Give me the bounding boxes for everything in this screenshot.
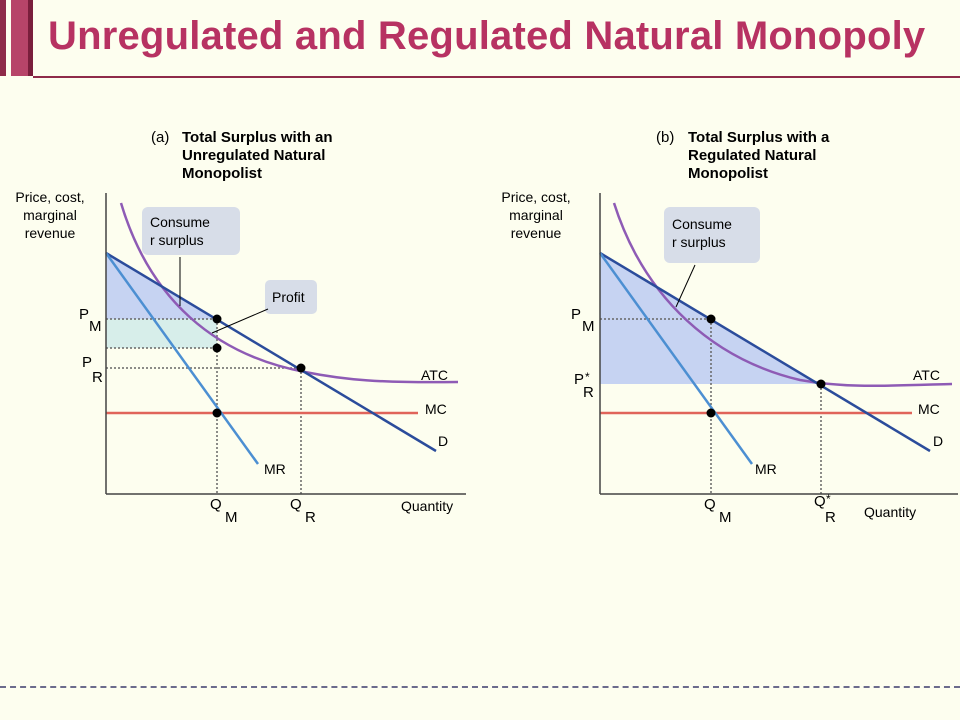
panel-a-atc-curve bbox=[119, 202, 459, 384]
panel-a-mc-label: MC bbox=[425, 401, 447, 417]
panel-a-qr-label: Q bbox=[290, 496, 302, 513]
panel-b-consumer-surplus-text: r surplus bbox=[672, 234, 726, 250]
panel-b-mr-label: MR bbox=[755, 461, 777, 477]
panel-a-qr-subscript: R bbox=[305, 509, 316, 526]
panel-b-qr-label: Q bbox=[814, 493, 826, 510]
panel-b-heading-line3: Monopolist bbox=[688, 165, 768, 182]
panel-b-mc-label: MC bbox=[918, 401, 940, 417]
panel-a-atc-point bbox=[212, 343, 222, 353]
panel-b-y-axis-label: revenue bbox=[511, 225, 562, 241]
panel-a-profit-area bbox=[106, 319, 217, 348]
title-rule bbox=[33, 76, 960, 78]
panel-a-monopoly-point bbox=[212, 314, 222, 324]
panel-b-qr-subscript: R bbox=[825, 509, 836, 526]
slide-title: Unregulated and Regulated Natural Monopo… bbox=[48, 14, 926, 58]
panel-b-regulated-point bbox=[816, 379, 826, 389]
panel-a-consumer-surplus-callout bbox=[142, 207, 240, 255]
panel-b-qm-subscript: M bbox=[719, 509, 732, 526]
panel-a-profit-pointer bbox=[211, 308, 269, 334]
panel-b-pr-star: * bbox=[585, 370, 590, 384]
panel-b-tag: (b) bbox=[656, 129, 674, 146]
panel-a-pr-label: P bbox=[82, 354, 92, 371]
panel-a-qm-subscript: M bbox=[225, 509, 238, 526]
panel-a-demand-curve bbox=[105, 251, 437, 453]
panel-b-atc-curve bbox=[612, 202, 953, 388]
panel-a-regulated-point bbox=[296, 363, 306, 373]
panel-a-heading-line3: Monopolist bbox=[182, 165, 262, 182]
decor-bar bbox=[28, 0, 33, 76]
panel-a-qm-label: Q bbox=[210, 496, 222, 513]
panel-b-pr-label: P bbox=[574, 371, 584, 388]
panel-a-heading-line2: Unregulated Natural bbox=[182, 147, 325, 164]
panel-b-qr-star: * bbox=[826, 492, 831, 506]
panel-b-y-axis-label: Price, cost, bbox=[501, 189, 570, 205]
panel-a-profit-callout bbox=[265, 280, 317, 314]
panel-a-consumer-surplus-text: r surplus bbox=[150, 232, 204, 248]
footer-dashed-rule bbox=[0, 686, 960, 688]
panel-a-atc-label: ATC bbox=[421, 367, 448, 383]
panel-b-pm-label: P bbox=[571, 306, 581, 323]
panel-b-demand-curve bbox=[599, 251, 931, 453]
panel-a-y-axis-label: Price, cost, bbox=[15, 189, 84, 205]
panel-a-y-axis-label: marginal bbox=[23, 207, 77, 223]
panel-a-pm-subscript: M bbox=[89, 318, 102, 335]
panel-b-monopoly-point bbox=[706, 314, 716, 324]
panel-a-mr-label: MR bbox=[264, 461, 286, 477]
panel-b-qm-label: Q bbox=[704, 496, 716, 513]
decor-bar bbox=[0, 0, 6, 76]
panel-a-mr-curve bbox=[104, 252, 260, 465]
panel-a-consumer-surplus-text: Consume bbox=[150, 214, 210, 230]
decor-bar bbox=[11, 0, 29, 76]
panel-b-pr-subscript: R bbox=[583, 384, 594, 401]
panel-b-x-axis-label: Quantity bbox=[864, 504, 916, 520]
panel-a-d-label: D bbox=[438, 433, 448, 449]
panel-b-mr-mc-point bbox=[706, 408, 716, 418]
panel-a-pr-subscript: R bbox=[92, 369, 103, 386]
panel-a-y-axis-label: revenue bbox=[25, 225, 76, 241]
panel-b-consumer-surplus-pointer bbox=[675, 264, 696, 308]
panel-a-heading-line1: Total Surplus with an bbox=[182, 129, 333, 146]
panel-b-consumer-surplus-text: Consume bbox=[672, 216, 732, 232]
panel-b-d-label: D bbox=[933, 433, 943, 449]
panel-a-mr-mc-point bbox=[212, 408, 222, 418]
panel-b-consumer-surplus-callout bbox=[664, 207, 760, 263]
panel-b-heading-line2: Regulated Natural bbox=[688, 147, 816, 164]
panel-a-pm-label: P bbox=[79, 306, 89, 323]
panel-b-mr-curve bbox=[598, 252, 754, 465]
panel-a: (a) Total Surplus with an Unregulated Na… bbox=[15, 129, 466, 526]
panel-a-tag: (a) bbox=[151, 129, 169, 146]
panel-b-pm-subscript: M bbox=[582, 318, 595, 335]
panel-b-y-axis-label: marginal bbox=[509, 207, 563, 223]
panel-b-atc-label: ATC bbox=[913, 367, 940, 383]
panel-a-profit-text: Profit bbox=[272, 289, 305, 305]
panel-a-x-axis-label: Quantity bbox=[401, 498, 453, 514]
panel-b: (b) Total Surplus with a Regulated Natur… bbox=[501, 129, 958, 526]
panel-b-heading-line1: Total Surplus with a bbox=[688, 129, 830, 146]
